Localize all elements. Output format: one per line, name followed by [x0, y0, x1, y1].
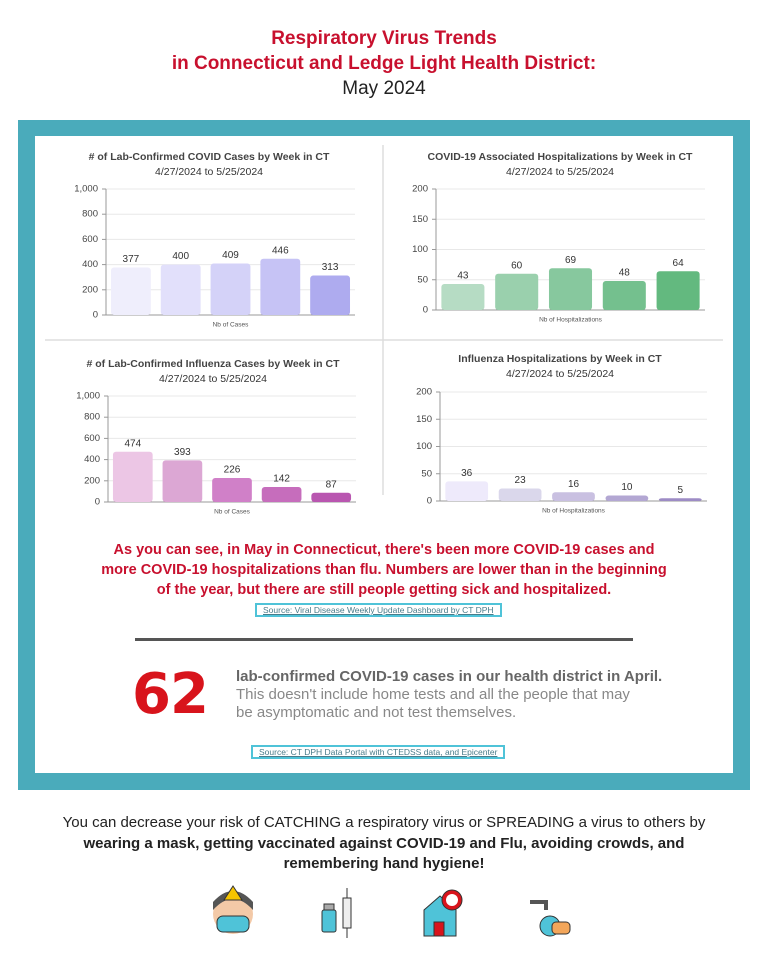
stat-value: 62: [132, 662, 209, 727]
bar: [548, 268, 593, 310]
data-label: 313: [322, 262, 339, 273]
data-label: 377: [123, 254, 140, 265]
x-axis-label: Nb of Cases: [214, 509, 251, 516]
data-label: 10: [621, 482, 633, 493]
y-tick-label: 600: [84, 433, 100, 444]
y-tick-label: 0: [93, 310, 98, 321]
bar: [498, 488, 542, 501]
data-label: 87: [326, 479, 338, 490]
title: in Connecticut and Ledge Light Health Di…: [171, 53, 597, 74]
vaccine-icon: [321, 888, 352, 938]
y-tick-label: 800: [82, 209, 98, 220]
y-tick-label: 1,000: [76, 391, 100, 402]
data-label: 393: [174, 447, 191, 458]
y-tick-label: 100: [416, 441, 432, 452]
chart-title: Influenza Hospitalizations by Week in CT: [458, 353, 662, 365]
x-axis-label: Nb of Cases: [213, 322, 250, 329]
data-label: 48: [619, 268, 631, 279]
bar: [212, 478, 252, 502]
bar: [112, 451, 153, 502]
y-tick-label: 50: [421, 468, 432, 479]
bar: [261, 486, 302, 502]
charts: # of Lab-Confirmed COVID Cases by Week i…: [45, 145, 723, 516]
source-link[interactable]: Source: CT DPH Data Portal with CTEDSS d…: [251, 745, 506, 759]
bar: [445, 481, 489, 501]
data-label: 446: [272, 245, 289, 256]
data-label: 36: [461, 468, 473, 479]
y-tick-label: 50: [417, 274, 428, 285]
x-axis-label: Nb of Hospitalizations: [539, 317, 603, 324]
bar: [605, 495, 649, 501]
y-tick-label: 150: [412, 214, 428, 225]
footer-text: You can decrease your risk of CATCHING a…: [62, 814, 706, 831]
x-axis-label: Nb of Hospitalizations: [542, 508, 606, 515]
chart-subtitle: 4/27/2024 to 5/25/2024: [506, 166, 614, 178]
data-label: 60: [511, 260, 523, 271]
y-tick-label: 100: [412, 244, 428, 255]
bar: [311, 492, 352, 502]
bar: [110, 267, 151, 315]
handwash-icon: [530, 900, 571, 937]
stat-headline: lab-confirmed COVID-19 cases in our heal…: [236, 668, 663, 685]
source-link[interactable]: Source: Viral Disease Weekly Update Dash…: [255, 603, 502, 617]
y-tick-label: 400: [84, 454, 100, 465]
y-tick-label: 200: [412, 184, 428, 195]
y-tick-label: 0: [427, 496, 432, 507]
bar: [658, 498, 702, 501]
y-tick-label: 400: [82, 259, 98, 270]
y-tick-label: 600: [82, 234, 98, 245]
data-label: 69: [565, 255, 577, 266]
rule: [135, 638, 633, 641]
chart-title: # of Lab-Confirmed Influenza Cases by We…: [86, 358, 340, 370]
stat-detail: This doesn't include home tests and all …: [236, 686, 630, 721]
data-label: 23: [515, 475, 527, 486]
bar: [310, 275, 351, 315]
y-tick-label: 200: [82, 284, 98, 295]
data-label: 409: [222, 250, 239, 261]
bar: [552, 492, 595, 501]
chart-title: # of Lab-Confirmed COVID Cases by Week i…: [89, 151, 330, 163]
mask-icon: [213, 885, 253, 934]
chart-title: COVID-19 Associated Hospitalizations by …: [428, 151, 693, 163]
bar: [160, 264, 201, 315]
y-tick-label: 200: [416, 387, 432, 398]
y-tick-label: 800: [84, 412, 100, 423]
data-label: 16: [568, 479, 580, 490]
bar: [656, 271, 700, 310]
chart-subtitle: 4/27/2024 to 5/25/2024: [155, 166, 263, 178]
bar: [260, 258, 301, 315]
bar: [210, 263, 251, 315]
y-tick-label: 200: [84, 475, 100, 486]
subtitle: May 2024: [342, 78, 426, 99]
title: Respiratory Virus Trends: [271, 28, 497, 49]
y-tick-label: 0: [423, 305, 428, 316]
bar: [495, 273, 539, 310]
y-tick-label: 150: [416, 414, 432, 425]
data-label: 43: [457, 271, 469, 282]
y-tick-label: 0: [95, 497, 100, 508]
bar: [441, 283, 485, 310]
data-label: 5: [678, 485, 684, 496]
icons: [213, 885, 571, 938]
bar: [602, 280, 646, 310]
data-label: 400: [172, 251, 189, 262]
home-icon: [423, 889, 463, 937]
footer-text: wearing a mask, getting vaccinated again…: [83, 835, 685, 872]
chart-subtitle: 4/27/2024 to 5/25/2024: [159, 373, 267, 385]
bar: [162, 460, 203, 502]
data-label: 226: [224, 465, 241, 476]
y-tick-label: 1,000: [74, 184, 98, 195]
data-label: 64: [673, 258, 685, 269]
data-label: 142: [273, 474, 290, 485]
summary: As you can see, in May in Connecticut, t…: [101, 542, 667, 598]
chart-subtitle: 4/27/2024 to 5/25/2024: [506, 368, 614, 380]
data-label: 474: [124, 438, 141, 449]
